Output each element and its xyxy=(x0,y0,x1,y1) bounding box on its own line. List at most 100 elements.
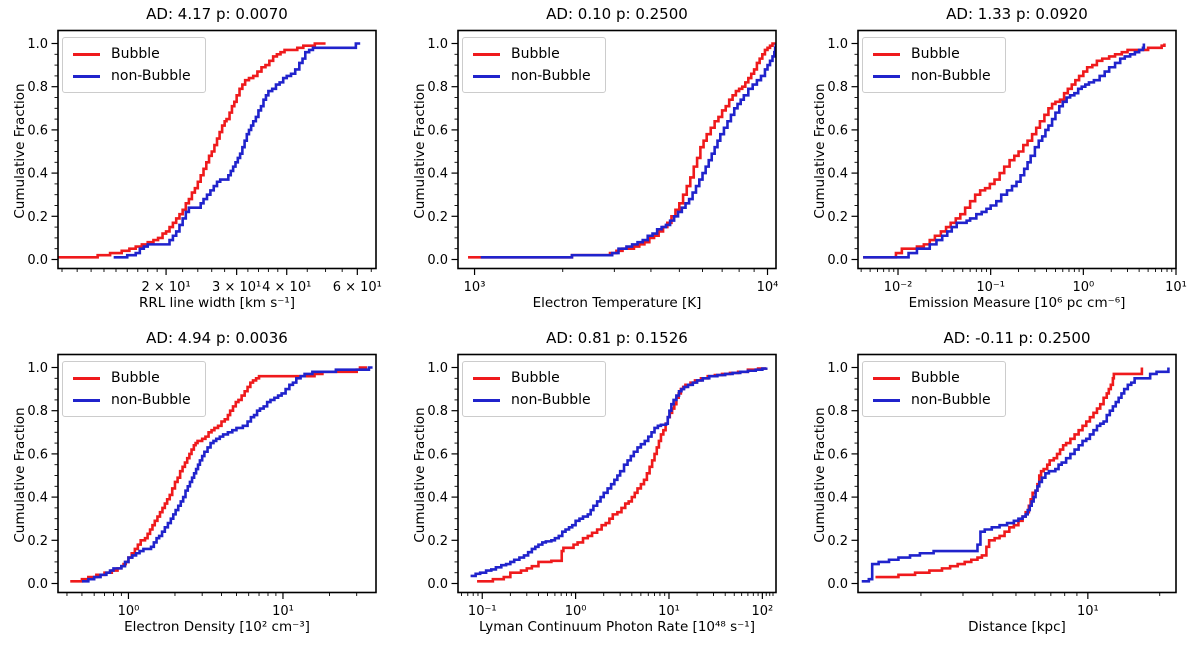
legend-line-bubble-icon xyxy=(873,376,900,380)
legend-line-bubble-icon xyxy=(473,52,500,56)
legend: Bubble non-Bubble xyxy=(862,361,1006,417)
plot-title: AD: 0.10 p: 0.2500 xyxy=(546,5,688,23)
y-tick-label: 0.4 xyxy=(427,167,448,182)
legend: Bubble non-Bubble xyxy=(62,361,206,417)
x-tick-label: 10¹ xyxy=(1165,280,1187,295)
y-tick-label: 0.4 xyxy=(427,491,448,506)
legend: Bubble non-Bubble xyxy=(462,37,606,93)
plot-canvas: 0.0 0.2 0.4 0.6 0.8 1.0 10¹ xyxy=(827,353,1177,619)
legend-item: non-Bubble xyxy=(73,65,191,87)
legend: Bubble non-Bubble xyxy=(62,37,206,93)
legend-label-bubble: Bubble xyxy=(511,370,560,386)
legend-line-bubble-icon xyxy=(73,376,100,380)
x-tick-label: 10³ xyxy=(464,280,486,295)
x-tick-label: 4 × 10¹ xyxy=(262,280,311,295)
y-tick-label: 0.6 xyxy=(27,123,48,138)
plot-title: AD: 1.33 p: 0.0920 xyxy=(946,5,1088,23)
axes-frame xyxy=(57,353,377,594)
legend-item: non-Bubble xyxy=(473,389,591,411)
x-tick-label: 10¹ xyxy=(1077,604,1099,619)
y-tick-label: 1.0 xyxy=(827,361,848,376)
plot-title: AD: -0.11 p: 0.2500 xyxy=(943,329,1091,347)
x-tick-label: 3 × 10¹ xyxy=(212,280,261,295)
y-tick-label: 0.8 xyxy=(27,80,48,95)
subplot-rrl-line-width: AD: 4.17 p: 0.0070 Cumulative Fraction 0… xyxy=(0,0,400,324)
subplot-lyman-continuum: AD: 0.81 p: 0.1526 Cumulative Fraction 0… xyxy=(400,324,800,648)
legend-item: Bubble xyxy=(473,43,591,65)
axes-frame xyxy=(457,29,777,270)
plot-title: AD: 4.17 p: 0.0070 xyxy=(146,5,288,23)
plot-canvas: 0.0 0.2 0.4 0.6 0.8 1.0 2 × 10¹ 3 × 10¹ 4 × 10¹ 6… xyxy=(27,29,382,295)
legend-label-bubble: Bubble xyxy=(111,46,160,62)
x-tick-label: 10⁻¹ xyxy=(976,280,1005,295)
plot-title: AD: 0.81 p: 0.1526 xyxy=(546,329,688,347)
non-bubble-curve xyxy=(480,43,776,259)
legend-label-bubble: Bubble xyxy=(111,370,160,386)
y-tick-label: 0.2 xyxy=(27,210,48,225)
x-tick-label: 10⁰ xyxy=(1072,280,1094,295)
y-tick-label: 0.0 xyxy=(427,253,448,268)
subplot-distance: AD: -0.11 p: 0.2500 Cumulative Fraction … xyxy=(800,324,1200,648)
legend-item: Bubble xyxy=(873,43,991,65)
legend-item: non-Bubble xyxy=(873,389,991,411)
x-tick-label: 10⁰ xyxy=(565,604,587,619)
legend-label-bubble: Bubble xyxy=(911,370,960,386)
legend-label-non-bubble: non-Bubble xyxy=(511,392,591,408)
y-tick-label: 0.0 xyxy=(427,577,448,592)
subplot-electron-density: AD: 4.94 p: 0.0036 Cumulative Fraction 0… xyxy=(0,324,400,648)
legend-line-non-bubble-icon xyxy=(873,74,900,78)
legend-line-non-bubble-icon xyxy=(73,74,100,78)
axes-frame xyxy=(857,29,1177,270)
legend-item: non-Bubble xyxy=(473,65,591,87)
non-bubble-curve xyxy=(470,367,768,578)
y-tick-label: 0.6 xyxy=(827,447,848,462)
legend-item: Bubble xyxy=(73,43,191,65)
y-tick-label: 0.0 xyxy=(827,577,848,592)
y-tick-label: 0.0 xyxy=(827,253,848,268)
y-tick-label: 1.0 xyxy=(427,361,448,376)
legend-line-non-bubble-icon xyxy=(473,74,500,78)
y-tick-label: 1.0 xyxy=(27,37,48,52)
legend-item: non-Bubble xyxy=(873,65,991,87)
y-tick-label: 0.8 xyxy=(827,80,848,95)
legend-label-non-bubble: non-Bubble xyxy=(911,392,991,408)
x-axis-label: Emission Measure [10⁶ pc cm⁻⁶] xyxy=(908,295,1126,311)
legend-item: non-Bubble xyxy=(73,389,191,411)
legend-line-non-bubble-icon xyxy=(473,398,500,402)
legend: Bubble non-Bubble xyxy=(862,37,1006,93)
x-tick-label: 10¹ xyxy=(658,604,680,619)
legend-item: Bubble xyxy=(73,367,191,389)
axes-frame xyxy=(457,353,777,594)
legend-line-bubble-icon xyxy=(873,52,900,56)
plot-title: AD: 4.94 p: 0.0036 xyxy=(146,329,288,347)
x-tick-label: 10⁻¹ xyxy=(468,604,497,619)
x-tick-label: 10⁴ xyxy=(757,280,779,295)
bubble-curve xyxy=(468,42,776,259)
legend-label-non-bubble: non-Bubble xyxy=(911,68,991,84)
y-tick-label: 1.0 xyxy=(427,37,448,52)
x-axis-label: Distance [kpc] xyxy=(968,619,1066,635)
x-tick-label: 10⁰ xyxy=(118,604,140,619)
non-bubble-curve xyxy=(113,42,361,259)
x-tick-label: 6 × 10¹ xyxy=(333,280,382,295)
x-tick-label: 10⁻² xyxy=(884,280,913,295)
y-tick-label: 0.2 xyxy=(827,210,848,225)
non-bubble-curve xyxy=(861,367,1170,583)
x-tick-label: 10² xyxy=(751,604,773,619)
y-tick-label: 0.8 xyxy=(827,404,848,419)
bubble-curve xyxy=(58,42,326,259)
y-tick-label: 1.0 xyxy=(827,37,848,52)
y-tick-label: 0.8 xyxy=(427,404,448,419)
y-tick-label: 0.8 xyxy=(27,404,48,419)
y-tick-label: 1.0 xyxy=(27,361,48,376)
x-tick-label: 2 × 10¹ xyxy=(141,280,190,295)
y-tick-label: 0.2 xyxy=(827,534,848,549)
y-tick-label: 0.0 xyxy=(27,253,48,268)
non-bubble-curve xyxy=(863,43,1146,259)
y-tick-label: 0.6 xyxy=(427,447,448,462)
legend-label-bubble: Bubble xyxy=(511,46,560,62)
y-tick-label: 0.2 xyxy=(427,210,448,225)
y-tick-label: 0.0 xyxy=(27,577,48,592)
legend-line-bubble-icon xyxy=(473,376,500,380)
